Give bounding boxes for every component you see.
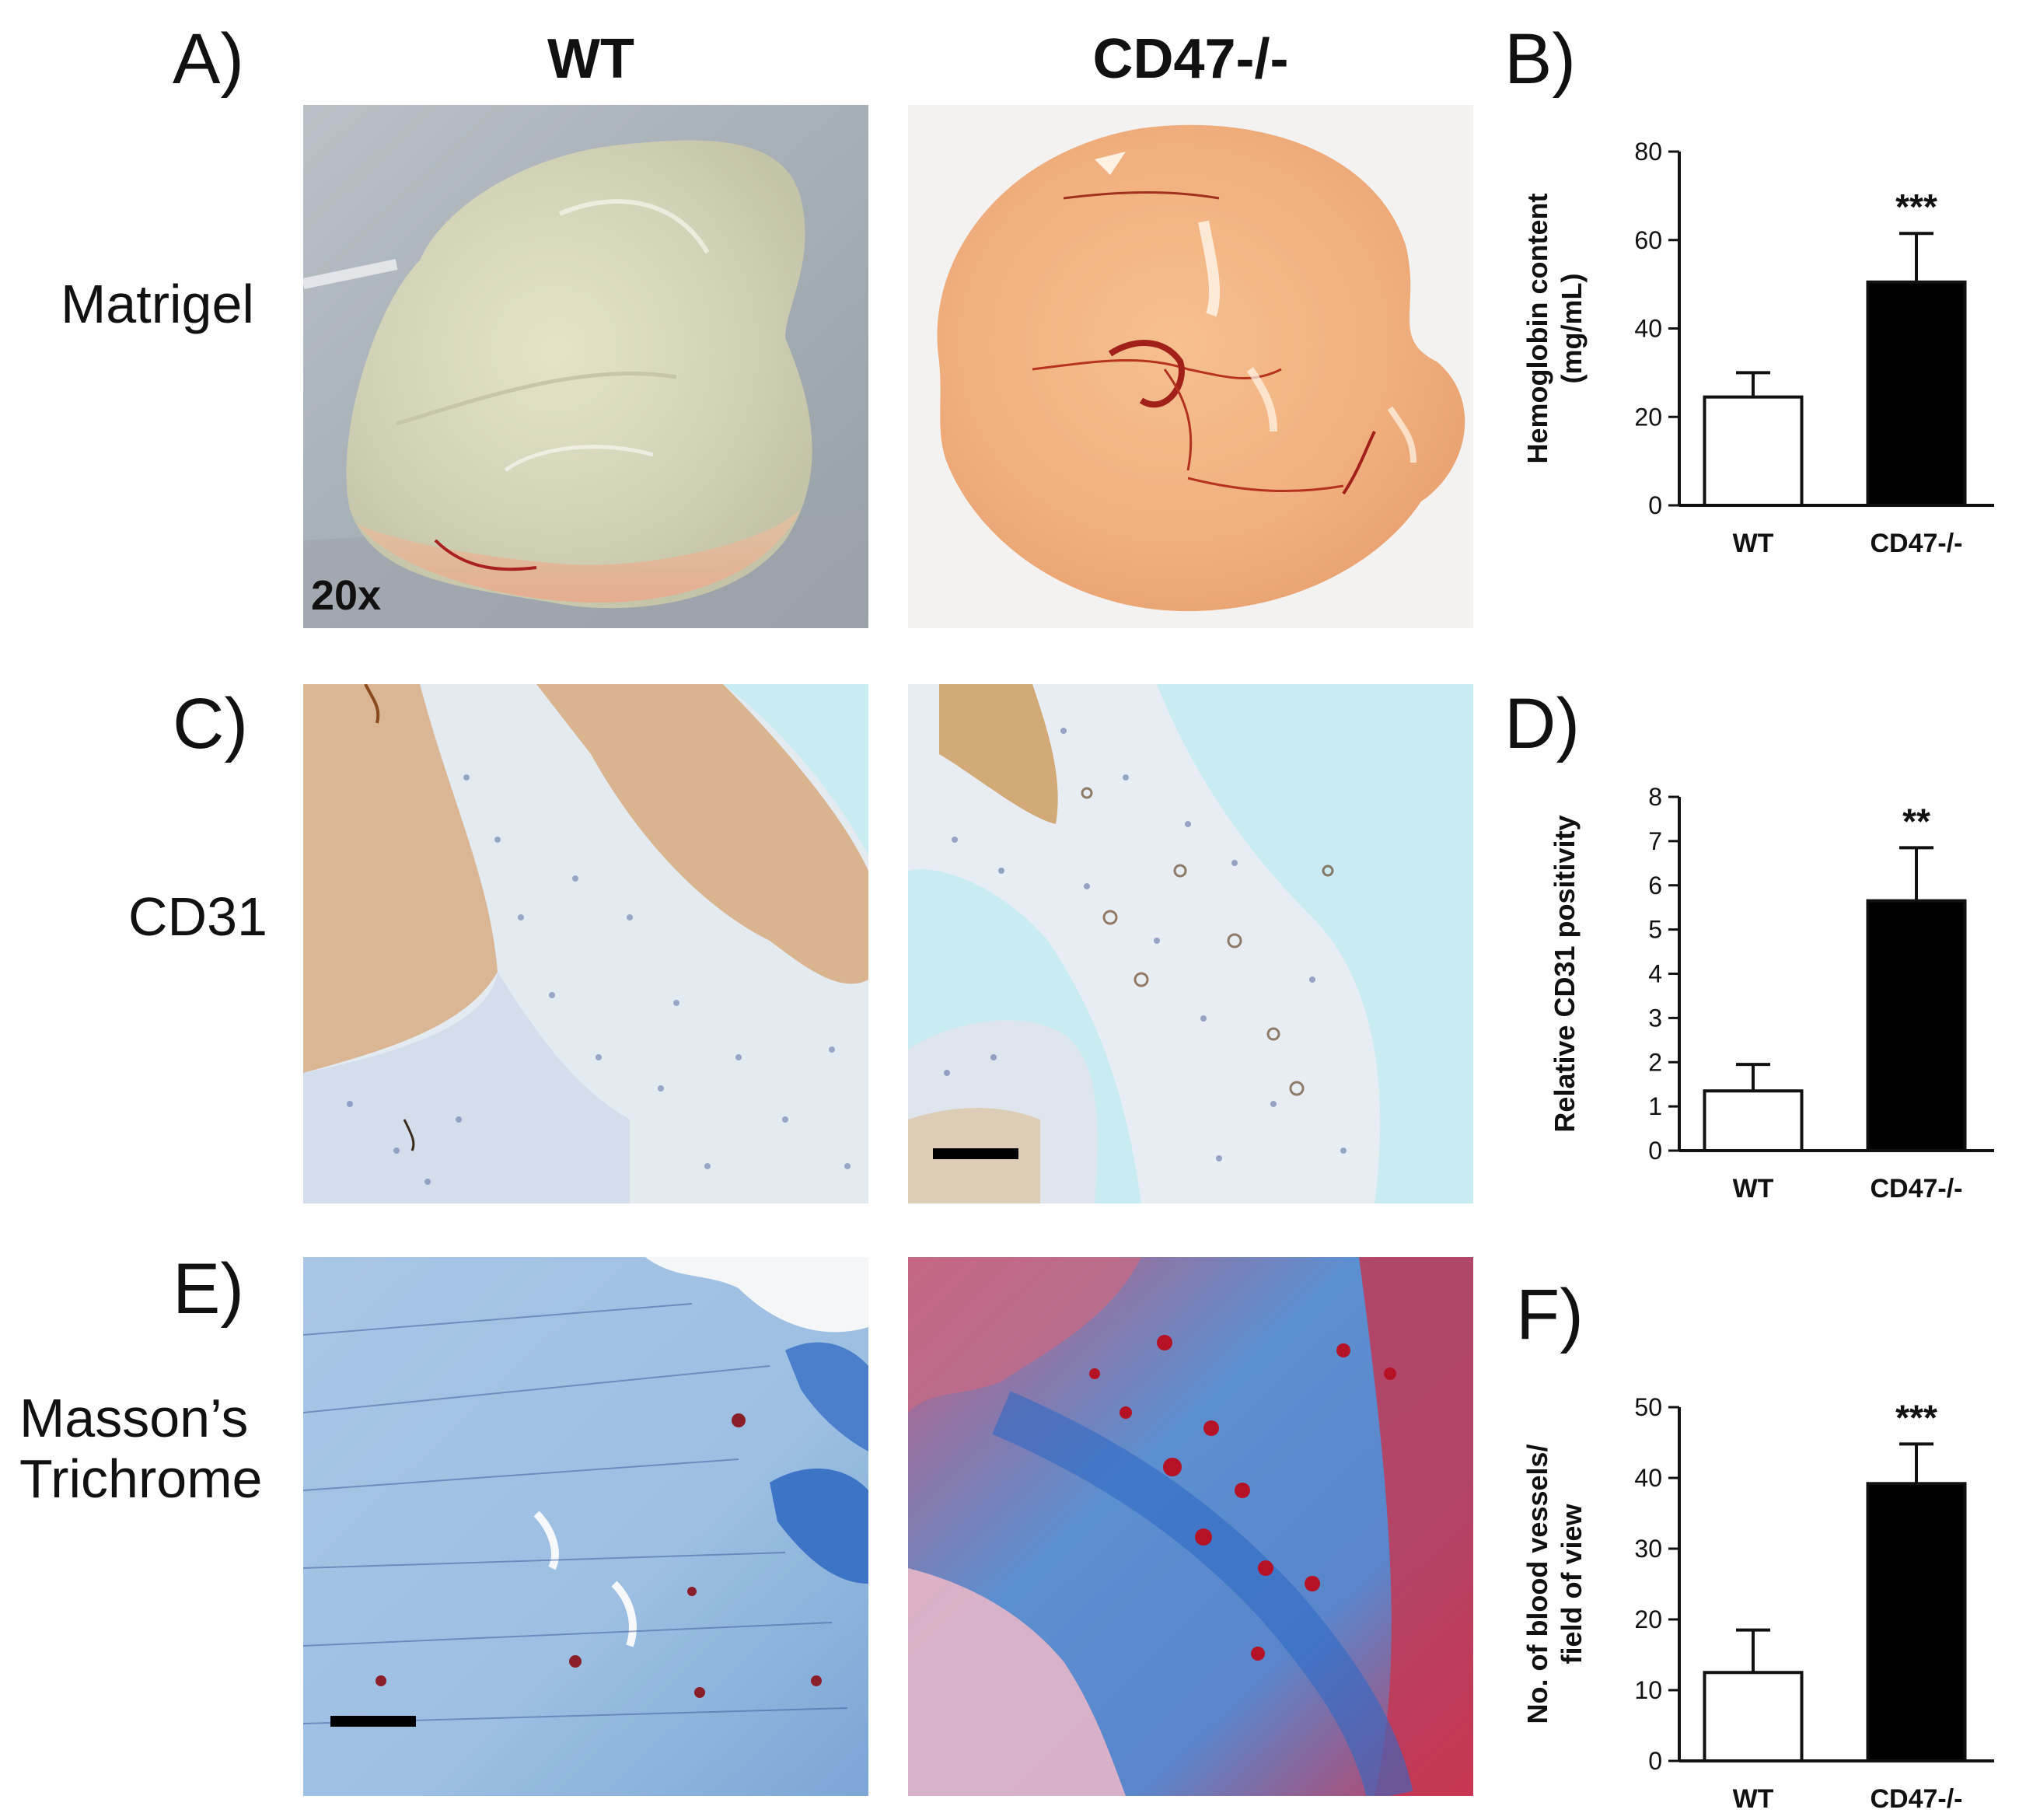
matrigel-cd47-image [908,105,1473,628]
chart-d: 0 1 2 3 4 5 6 7 8 WT ** CD47-/- Relative CD31 positi… [1512,783,2010,1205]
chart-f-svg: 0 10 20 30 40 50 WT *** CD47-/- No. of blood vess… [1521,1393,1994,1814]
row-label-masson-line1: Masson’s [19,1388,249,1448]
magnification-label: 20x [311,572,382,619]
chart-d-y-tick-label: 7 [1648,827,1662,855]
chart-b-y-tick-label: 80 [1634,138,1662,166]
chart-b-significance: *** [1895,187,1937,227]
column-title-cd47: CD47-/- [1092,28,1289,90]
panel-label-b: B) [1504,19,1576,99]
panel-label-c: C) [173,684,249,763]
chart-f: 0 10 20 30 40 50 WT *** CD47-/- No. of blood vess… [1512,1384,2010,1815]
chart-d-y-tick-label: 8 [1648,783,1662,811]
chart-d-svg: 0 1 2 3 4 5 6 7 8 WT ** CD47-/- Relative CD31 positi… [1549,783,1994,1203]
chart-b-y-title: (mg/mL) [1556,274,1588,384]
chart-f-y-tick-label: 20 [1634,1605,1662,1633]
row-label-masson: Masson’s Trichrome [19,1388,262,1510]
cd31-wt-image [303,684,868,1203]
chart-f-y-tick-label: 0 [1648,1747,1662,1775]
panel-label-a: A) [173,19,244,99]
chart-f-y-title: field of view [1556,1503,1588,1664]
chart-d-category-label: WT [1733,1174,1774,1203]
chart-f-y-title: No. of blood vessels/ [1521,1444,1553,1724]
chart-d-y-tick-label: 6 [1648,872,1662,900]
chart-b-y-tick-label: 40 [1634,315,1662,343]
chart-f-y-tick-label: 10 [1634,1676,1662,1704]
chart-b-category-label: WT [1733,529,1774,558]
chart-b-y-tick-label: 0 [1648,491,1662,519]
chart-d-y-tick-label: 0 [1648,1137,1662,1165]
chart-d-bar-cd47 [1866,899,1967,1152]
chart-b-category-label: CD47-/- [1870,529,1962,558]
chart-d-category-label: CD47-/- [1870,1174,1962,1203]
chart-f-y-tick-label: 40 [1634,1464,1662,1492]
masson-cd47-image [908,1257,1473,1796]
chart-f-bar-wt [1703,1671,1804,1762]
chart-d-y-tick-label: 4 [1648,960,1662,988]
chart-b-svg: 0 20 40 60 80 WT *** CD47-/- Hemoglobin content(… [1521,138,1994,558]
chart-f-significance: *** [1895,1397,1937,1437]
column-title-wt: WT [547,28,634,90]
chart-d-y-tick-label: 3 [1648,1004,1662,1032]
chart-b-bar-wt [1703,395,1804,507]
chart-d-y-tick-label: 1 [1648,1092,1662,1120]
row-label-masson-line2: Trichrome [19,1448,263,1510]
panel-label-f: F) [1516,1275,1584,1354]
chart-b: 0 20 40 60 80 WT *** CD47-/- Hemoglobin content(… [1512,128,2010,587]
chart-f-y-tick-label: 50 [1634,1393,1662,1421]
chart-d-y-tick-label: 2 [1648,1048,1662,1076]
panel-label-d: D) [1504,684,1581,763]
row-label-cd31: CD31 [128,886,267,947]
chart-f-bar-cd47 [1866,1482,1967,1762]
cd31-cd47-image [908,684,1473,1203]
chart-d-bar-wt [1703,1089,1804,1152]
masson-wt-image [303,1257,868,1796]
matrigel-wt-image [303,105,868,628]
chart-f-category-label: WT [1733,1784,1774,1814]
chart-f-category-label: CD47-/- [1870,1784,1962,1814]
chart-b-y-title: Hemoglobin content [1521,194,1553,464]
chart-b-bar-cd47 [1866,280,1967,507]
chart-b-y-tick-label: 20 [1634,403,1662,431]
panel-label-e: E) [173,1249,244,1329]
chart-f-y-tick-label: 30 [1634,1535,1662,1563]
chart-d-y-title: Relative CD31 positivity [1549,815,1581,1132]
chart-b-y-tick-label: 60 [1634,226,1662,254]
row-label-matrigel: Matrigel [61,274,254,334]
chart-d-y-tick-label: 5 [1648,916,1662,944]
chart-d-significance: ** [1902,801,1930,841]
